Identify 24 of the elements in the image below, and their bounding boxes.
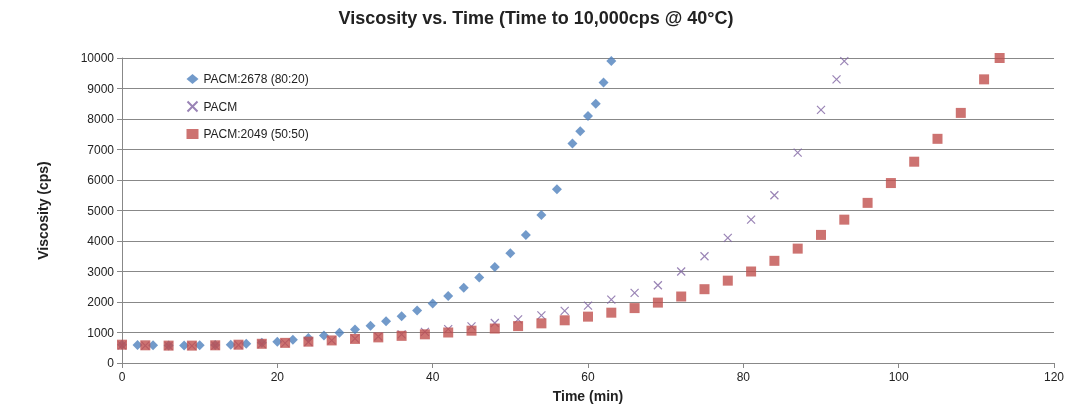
y-tick-label: 1000 <box>87 325 115 340</box>
y-tick-label: 3000 <box>87 264 115 279</box>
x-tick-label: 80 <box>736 370 751 384</box>
x-tick-label: 100 <box>888 370 909 384</box>
y-tick-label: 5000 <box>87 203 115 218</box>
x-tick-label: 40 <box>425 370 440 384</box>
y-tick-label: 2000 <box>87 295 115 309</box>
legend-label: PACM:2678 (80:20) <box>203 72 309 86</box>
y-tick-label: 4000 <box>87 234 115 248</box>
x-tick-label: 60 <box>581 370 595 384</box>
x-tick-label: 0 <box>118 370 126 384</box>
legend-label: PACM <box>203 99 238 114</box>
y-tick-label: 10000 <box>80 51 115 65</box>
y-tick-label: 0 <box>107 356 115 370</box>
x-axis-title: Time (min) <box>552 388 624 404</box>
legend-label: PACM:2049 (50:50) <box>203 127 309 141</box>
y-axis-title: Viscosity (cps) <box>35 161 51 260</box>
y-tick-label: 9000 <box>87 81 115 96</box>
y-tick-label: 7000 <box>87 142 115 157</box>
x-tick-label: 120 <box>1043 370 1065 384</box>
x-tick-label: 20 <box>270 370 285 384</box>
y-tick-label: 8000 <box>87 112 115 126</box>
y-tick-label: 6000 <box>87 173 115 187</box>
chart-title: Viscosity vs. Time (Time to 10,000cps @ 40°C) <box>338 8 734 28</box>
